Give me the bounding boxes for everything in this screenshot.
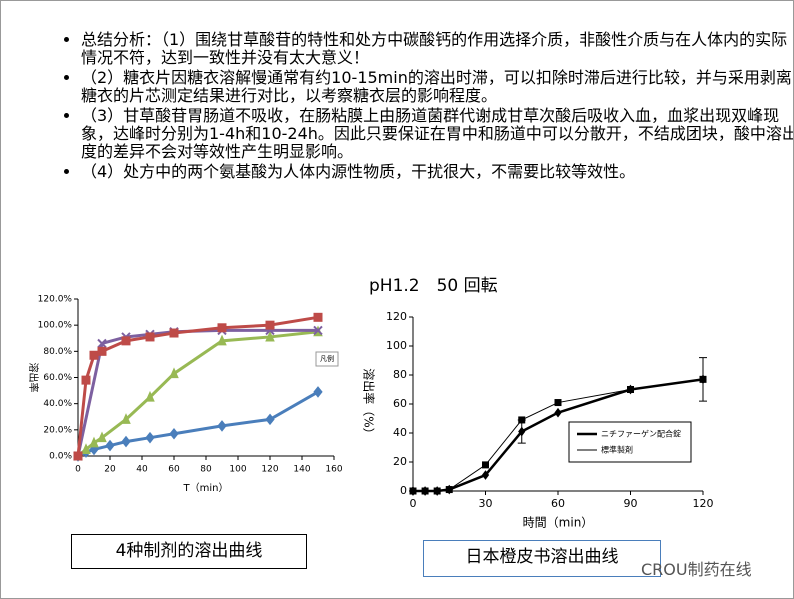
series-line — [76, 315, 319, 457]
x-tick-label: 100 — [229, 465, 246, 475]
marker — [409, 487, 417, 495]
y-axis-label: 溶出率 — [27, 363, 40, 393]
x-tick-label: 60 — [168, 465, 180, 475]
marker — [265, 320, 275, 330]
x-tick-label: 40 — [136, 465, 148, 475]
marker — [217, 323, 227, 333]
marker — [445, 486, 453, 494]
y-tick-label: 0 — [400, 484, 407, 497]
marker — [481, 470, 490, 480]
y-tick-label: 60 — [393, 397, 407, 410]
marker — [421, 487, 429, 495]
marker — [265, 413, 275, 426]
marker — [121, 413, 131, 424]
marker — [89, 350, 99, 360]
x-tick-label: 60 — [551, 497, 565, 510]
x-tick-label: 80 — [200, 465, 212, 475]
marker — [217, 334, 227, 346]
y-tick-label: 60.0% — [43, 373, 72, 383]
marker — [121, 336, 131, 346]
legend-label: 凡例 — [320, 354, 334, 363]
series-line — [77, 390, 319, 458]
x-tick-label: 160 — [325, 465, 342, 475]
y-tick-label: 100.0% — [38, 321, 73, 331]
marker — [554, 407, 562, 418]
marker — [81, 443, 91, 454]
x-tick-label: 120 — [261, 465, 278, 475]
series-line — [76, 328, 318, 457]
marker — [169, 427, 179, 440]
bullet: （4）处方中的两个氨基酸为人体内源性物质，干扰很大，不需要比较等效性。 — [81, 163, 793, 181]
marker — [169, 328, 179, 338]
marker — [518, 416, 526, 424]
marker — [313, 386, 323, 398]
bullet-list: 总结分析：（1）围绕甘草酸苷的特性和处方中碳酸钙的作用选择介质，非酸性介质与在人… — [41, 31, 793, 183]
marker — [169, 367, 179, 379]
x-tick-label: 20 — [104, 465, 116, 475]
series-line — [77, 330, 319, 458]
x-tick-label: 120 — [693, 497, 714, 510]
marker — [627, 386, 634, 393]
chart-title: pH1.2 50 回転 — [369, 276, 498, 296]
marker — [97, 431, 107, 443]
y-tick-label: 120 — [386, 310, 407, 323]
marker — [554, 399, 562, 407]
marker — [313, 312, 323, 322]
y-tick-label: 40 — [393, 426, 407, 439]
marker — [89, 436, 99, 448]
y-tick-label: 20 — [393, 455, 407, 468]
legend-box — [315, 351, 339, 367]
marker — [699, 375, 707, 383]
legend-label: ニチファーゲン配合錠 — [601, 429, 681, 439]
y-axis-label: 溶出率（%） — [362, 368, 377, 439]
legend-box — [568, 421, 692, 463]
marker — [97, 338, 107, 349]
marker — [73, 451, 83, 461]
marker — [81, 375, 91, 385]
x-tick-label: 0 — [75, 465, 81, 475]
y-tick-label: 40.0% — [43, 399, 72, 409]
x-tick-label: 30 — [479, 497, 493, 510]
marker — [145, 431, 155, 444]
x-tick-label: 90 — [624, 497, 638, 510]
bullet: 总结分析：（1）围绕甘草酸苷的特性和处方中碳酸钙的作用选择介质，非酸性介质与在人… — [81, 31, 793, 67]
caption: 日本橙皮书溶出曲线 — [423, 540, 661, 577]
caption: 4种制剂的溶出曲线 — [71, 534, 307, 569]
marker — [433, 487, 441, 495]
x-axis-label: 時間（min） — [523, 516, 594, 530]
marker — [482, 461, 489, 469]
legend-label: 標準製剤 — [601, 445, 633, 455]
marker — [105, 439, 115, 452]
marker — [265, 330, 275, 342]
y-tick-label: 80.0% — [43, 347, 72, 357]
x-axis-label: T（min） — [183, 482, 229, 494]
marker — [121, 435, 131, 448]
x-tick-label: 140 — [293, 465, 310, 475]
x-tick-label: 0 — [410, 497, 417, 510]
marker — [313, 325, 323, 336]
watermark: CROU制药在线 — [641, 560, 752, 579]
y-tick-label: 80 — [393, 368, 407, 381]
bullet: （2）糖衣片因糖衣溶解慢通常有约10-15min的溶出时滞，可以扣除时滞后进行比… — [81, 69, 793, 105]
y-tick-label: 120.0% — [38, 295, 73, 305]
y-tick-label: 20.0% — [43, 425, 72, 435]
marker — [217, 420, 227, 432]
marker — [145, 390, 155, 402]
bullet: （3）甘草酸苷胃肠道不吸收，在肠粘膜上由肠道菌群代谢成甘草次酸后吸收入血，血浆出… — [81, 107, 793, 161]
y-tick-label: 0.0% — [49, 452, 72, 462]
marker — [145, 332, 155, 342]
y-tick-label: 100 — [386, 339, 407, 352]
marker — [97, 346, 107, 356]
